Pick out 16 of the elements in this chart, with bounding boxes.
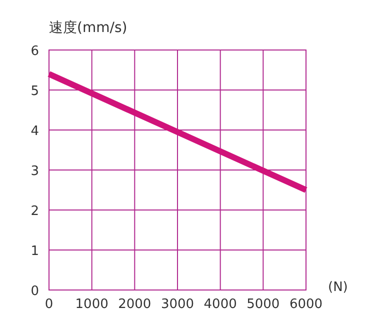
y-tick-label: 6 [30, 44, 39, 59]
x-axis-title: (N) [328, 280, 348, 295]
y-tick-label: 3 [30, 164, 39, 179]
y-tick-label: 5 [30, 84, 39, 99]
y-axis-title: 速度(mm/s) [49, 20, 128, 36]
x-tick-label: 6000 [289, 297, 323, 312]
y-tick-label: 0 [30, 284, 39, 299]
x-tick-label: 1000 [75, 297, 108, 312]
y-tick-label: 4 [30, 124, 39, 139]
x-tick-label: 2000 [118, 297, 152, 312]
y-tick-label: 1 [30, 244, 39, 259]
x-tick-label: 0 [44, 297, 54, 312]
x-tick-label: 5000 [246, 297, 280, 312]
y-tick-label: 2 [30, 204, 39, 219]
x-tick-label: 4000 [204, 297, 237, 312]
x-tick-label: 3000 [160, 297, 194, 312]
